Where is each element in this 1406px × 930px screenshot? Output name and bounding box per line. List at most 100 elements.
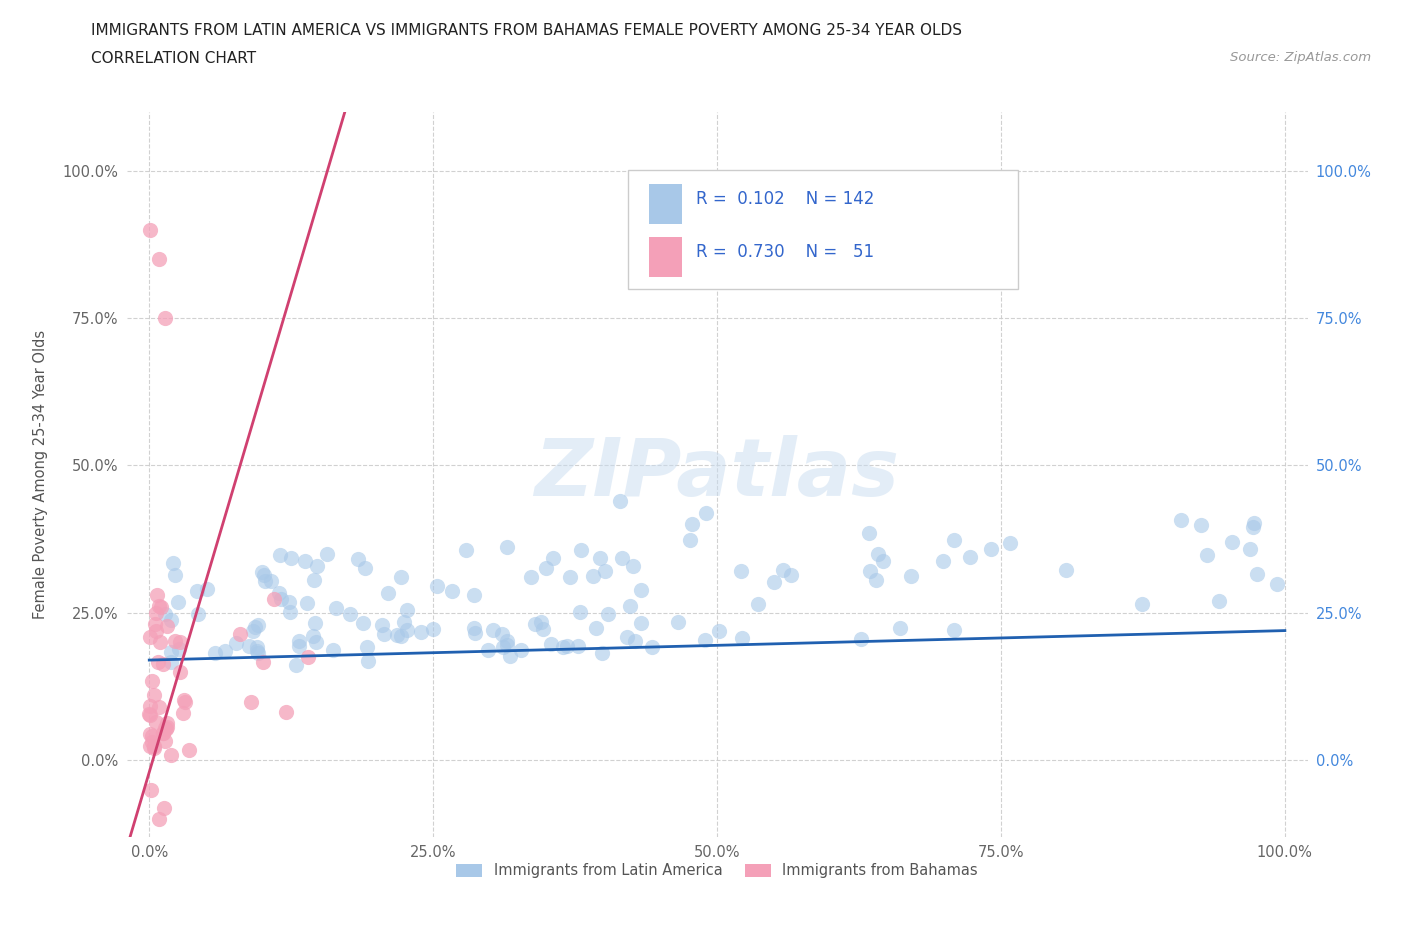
Point bbox=[160, 748, 183, 763]
Text: ZIPatlas: ZIPatlas bbox=[534, 435, 900, 513]
Point bbox=[524, 617, 547, 631]
Point bbox=[385, 627, 408, 642]
Point bbox=[630, 616, 652, 631]
Text: CORRELATION CHART: CORRELATION CHART bbox=[91, 51, 256, 66]
Point bbox=[666, 615, 689, 630]
Point bbox=[301, 629, 323, 644]
Point bbox=[160, 654, 183, 669]
Point bbox=[932, 553, 955, 568]
Point bbox=[772, 563, 794, 578]
Point bbox=[551, 640, 574, 655]
Point bbox=[540, 636, 562, 651]
Point bbox=[889, 621, 911, 636]
Point bbox=[142, 741, 165, 756]
Point bbox=[619, 599, 641, 614]
Point bbox=[541, 551, 564, 565]
Point bbox=[980, 541, 1002, 556]
Point bbox=[531, 621, 554, 636]
Point bbox=[1170, 512, 1192, 527]
Point bbox=[624, 633, 647, 648]
Point bbox=[240, 695, 263, 710]
Point bbox=[148, 699, 170, 714]
Point bbox=[849, 631, 872, 646]
Point bbox=[581, 568, 603, 583]
Point bbox=[145, 715, 167, 730]
Y-axis label: Female Poverty Among 25-34 Year Olds: Female Poverty Among 25-34 Year Olds bbox=[34, 330, 48, 618]
Point bbox=[373, 627, 395, 642]
Point bbox=[598, 606, 620, 621]
Point bbox=[139, 222, 162, 237]
Point bbox=[139, 738, 162, 753]
Point bbox=[145, 623, 167, 638]
Point bbox=[560, 570, 582, 585]
Point bbox=[354, 561, 377, 576]
Point bbox=[456, 542, 478, 557]
Point bbox=[610, 551, 633, 565]
Point bbox=[238, 638, 260, 653]
Point bbox=[1189, 517, 1212, 532]
Point bbox=[519, 570, 541, 585]
Point bbox=[707, 624, 730, 639]
FancyBboxPatch shape bbox=[648, 237, 682, 277]
Point bbox=[195, 581, 218, 596]
Point bbox=[585, 620, 607, 635]
Point bbox=[148, 599, 170, 614]
Point bbox=[149, 635, 172, 650]
Point bbox=[148, 812, 170, 827]
Text: R =  0.102    N = 142: R = 0.102 N = 142 bbox=[696, 190, 875, 208]
Point bbox=[1208, 593, 1230, 608]
Point bbox=[167, 594, 190, 609]
Point bbox=[270, 591, 292, 606]
Point bbox=[250, 565, 273, 579]
Point bbox=[139, 630, 162, 644]
Point bbox=[142, 687, 165, 702]
Point bbox=[568, 604, 591, 619]
Point bbox=[246, 640, 269, 655]
Point bbox=[780, 567, 803, 582]
Point bbox=[411, 624, 433, 639]
Point bbox=[998, 536, 1021, 551]
Point bbox=[316, 547, 339, 562]
Point bbox=[536, 561, 558, 576]
Point bbox=[440, 583, 463, 598]
Point bbox=[159, 644, 181, 659]
Point bbox=[149, 600, 172, 615]
Point bbox=[943, 532, 966, 547]
Point bbox=[567, 639, 589, 654]
Point bbox=[159, 612, 181, 627]
Point bbox=[1246, 566, 1268, 581]
Point bbox=[146, 588, 169, 603]
Point bbox=[389, 569, 412, 584]
Point bbox=[463, 588, 485, 603]
Point bbox=[762, 575, 785, 590]
Point bbox=[510, 643, 533, 658]
Point bbox=[139, 782, 162, 797]
Point bbox=[269, 548, 291, 563]
Point bbox=[1239, 541, 1261, 556]
Point bbox=[569, 542, 592, 557]
Point bbox=[389, 629, 412, 644]
Point bbox=[214, 644, 236, 658]
Point bbox=[491, 640, 513, 655]
Point bbox=[152, 725, 174, 740]
Point bbox=[156, 719, 179, 734]
Text: Source: ZipAtlas.com: Source: ZipAtlas.com bbox=[1230, 51, 1371, 64]
Point bbox=[247, 645, 270, 660]
Point bbox=[143, 617, 166, 631]
Point bbox=[730, 565, 752, 579]
Point bbox=[356, 639, 378, 654]
Point bbox=[731, 631, 754, 645]
Point bbox=[395, 603, 418, 618]
Point bbox=[678, 533, 700, 548]
Point bbox=[872, 553, 894, 568]
Point bbox=[491, 627, 513, 642]
Point bbox=[153, 721, 176, 736]
Point bbox=[278, 595, 301, 610]
Point bbox=[242, 624, 264, 639]
Point bbox=[630, 583, 652, 598]
Point bbox=[371, 618, 394, 633]
Point bbox=[681, 517, 703, 532]
Point bbox=[463, 620, 485, 635]
Point bbox=[297, 650, 319, 665]
Point bbox=[464, 626, 486, 641]
